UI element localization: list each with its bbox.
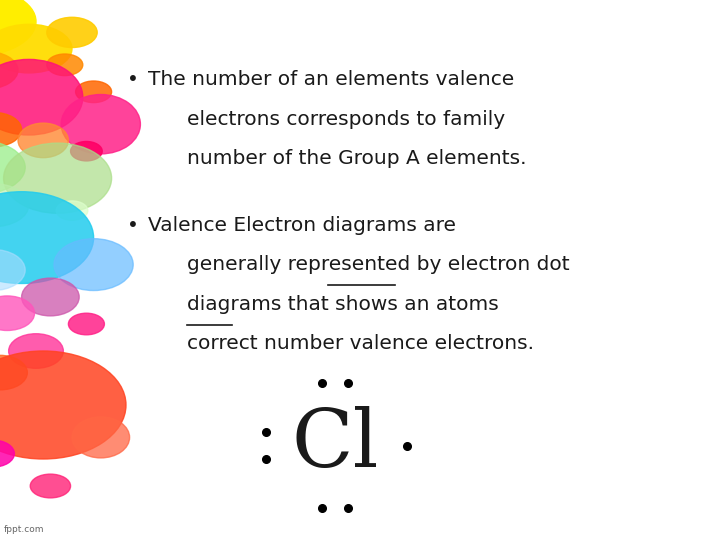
Ellipse shape [0,440,14,467]
Ellipse shape [0,0,36,57]
Text: number of the Group A elements.: number of the Group A elements. [187,149,527,168]
Ellipse shape [54,239,133,291]
Text: Cl: Cl [291,407,379,484]
Text: electrons corresponds to family: electrons corresponds to family [187,110,505,129]
Ellipse shape [0,351,126,459]
Ellipse shape [47,17,97,48]
Ellipse shape [0,59,83,135]
Ellipse shape [68,313,104,335]
Ellipse shape [72,417,130,458]
Ellipse shape [4,143,112,213]
Text: fppt.com: fppt.com [4,524,44,534]
Ellipse shape [30,474,71,498]
Ellipse shape [0,112,22,147]
Text: The number of an elements valence: The number of an elements valence [148,70,514,89]
Ellipse shape [61,94,140,154]
Ellipse shape [71,141,102,161]
Text: generally represented by electron dot: generally represented by electron dot [187,255,570,274]
Ellipse shape [9,334,63,368]
Ellipse shape [47,54,83,76]
Text: •: • [127,216,139,235]
Ellipse shape [22,278,79,316]
Text: •: • [127,70,139,89]
Text: Valence Electron diagrams are: Valence Electron diagrams are [148,216,456,235]
Ellipse shape [0,184,29,227]
Ellipse shape [0,249,25,291]
Text: correct number valence electrons.: correct number valence electrons. [187,334,534,353]
Text: diagrams that shows an atoms: diagrams that shows an atoms [187,295,499,314]
Ellipse shape [56,201,88,220]
Ellipse shape [0,192,94,284]
Ellipse shape [0,296,35,330]
Ellipse shape [0,140,25,194]
Ellipse shape [18,123,68,158]
Ellipse shape [0,51,18,89]
Ellipse shape [0,355,27,390]
Ellipse shape [0,24,72,73]
Ellipse shape [76,81,112,103]
